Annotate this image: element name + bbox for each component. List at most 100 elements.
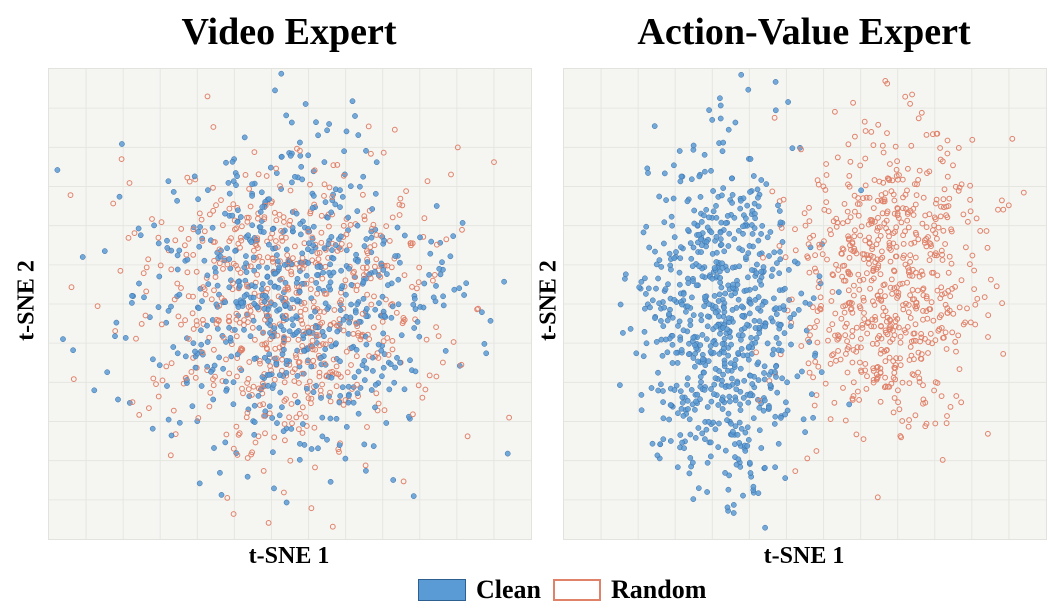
point-clean	[251, 356, 258, 362]
point-clean	[732, 397, 739, 404]
point-random	[870, 205, 877, 212]
point-random	[233, 310, 240, 317]
point-random	[126, 180, 133, 186]
point-clean	[351, 374, 358, 380]
point-clean	[771, 421, 778, 427]
point-clean	[725, 352, 732, 359]
point-random	[950, 310, 957, 317]
point-clean	[368, 234, 375, 241]
point-clean	[669, 341, 676, 348]
point-random	[851, 192, 858, 199]
point-clean	[669, 360, 676, 366]
point-random	[908, 240, 915, 247]
point-random	[458, 361, 465, 368]
point-random	[359, 310, 366, 317]
point-random	[185, 293, 192, 300]
point-random	[281, 398, 288, 404]
point-random	[280, 339, 287, 346]
point-clean	[676, 318, 683, 325]
point-clean	[658, 264, 665, 270]
point-random	[1009, 135, 1016, 142]
point-clean	[328, 234, 335, 240]
point-random	[977, 228, 984, 234]
point-clean	[340, 316, 347, 323]
plot-area-video-expert	[48, 68, 532, 540]
point-clean	[355, 410, 362, 417]
point-random	[291, 366, 298, 373]
point-random	[846, 254, 853, 261]
point-clean	[416, 333, 423, 340]
point-random	[925, 339, 932, 346]
point-clean	[668, 266, 674, 273]
point-random	[149, 216, 155, 222]
point-clean	[737, 197, 744, 204]
point-random	[117, 267, 124, 274]
point-random	[400, 315, 407, 321]
point-random	[347, 222, 354, 228]
point-clean	[122, 335, 129, 341]
point-random	[273, 355, 280, 362]
point-clean	[802, 429, 808, 435]
point-random	[909, 371, 916, 378]
point-random	[213, 202, 219, 209]
point-random	[316, 342, 323, 349]
point-random	[851, 292, 857, 299]
point-random	[925, 350, 931, 356]
point-clean	[695, 358, 701, 365]
point-random	[385, 352, 392, 358]
point-random	[918, 109, 925, 116]
point-clean	[730, 281, 736, 288]
point-random	[380, 149, 387, 156]
point-clean	[210, 396, 217, 403]
point-random	[851, 245, 858, 252]
point-clean	[343, 291, 349, 298]
point-clean	[278, 323, 284, 329]
point-random	[942, 241, 949, 247]
point-random	[937, 213, 944, 220]
point-random	[963, 244, 969, 251]
point-clean	[699, 273, 706, 280]
point-clean	[326, 121, 332, 127]
point-clean	[243, 269, 250, 275]
point-random	[792, 468, 799, 475]
point-random	[170, 407, 177, 414]
point-random	[281, 219, 287, 225]
point-clean	[119, 141, 125, 147]
point-random	[919, 220, 926, 227]
point-random	[944, 173, 951, 180]
point-random	[220, 222, 226, 229]
point-random	[946, 253, 953, 260]
point-random	[210, 376, 216, 383]
point-clean	[337, 393, 344, 399]
point-random	[415, 279, 422, 286]
point-random	[918, 331, 925, 337]
point-random	[840, 303, 847, 310]
point-random	[867, 217, 874, 223]
point-clean	[835, 289, 842, 295]
point-random	[956, 366, 963, 373]
point-random	[886, 240, 893, 246]
point-clean	[327, 478, 334, 485]
point-clean	[259, 204, 266, 210]
point-clean	[689, 459, 696, 466]
point-random	[216, 260, 223, 267]
point-clean	[297, 440, 303, 447]
point-clean	[243, 253, 249, 259]
point-random	[163, 363, 170, 370]
point-clean	[701, 387, 708, 393]
point-random	[928, 299, 935, 306]
point-clean	[375, 341, 382, 348]
point-random	[230, 260, 237, 267]
point-clean	[659, 352, 666, 359]
point-clean	[719, 377, 725, 384]
point-clean	[776, 340, 782, 347]
point-random	[290, 304, 297, 311]
point-clean	[772, 464, 778, 471]
point-clean	[234, 173, 240, 180]
point-clean	[317, 355, 324, 361]
point-clean	[204, 272, 211, 279]
point-clean	[692, 406, 698, 413]
point-clean	[328, 209, 335, 216]
point-clean	[288, 261, 295, 267]
point-random	[926, 240, 933, 247]
